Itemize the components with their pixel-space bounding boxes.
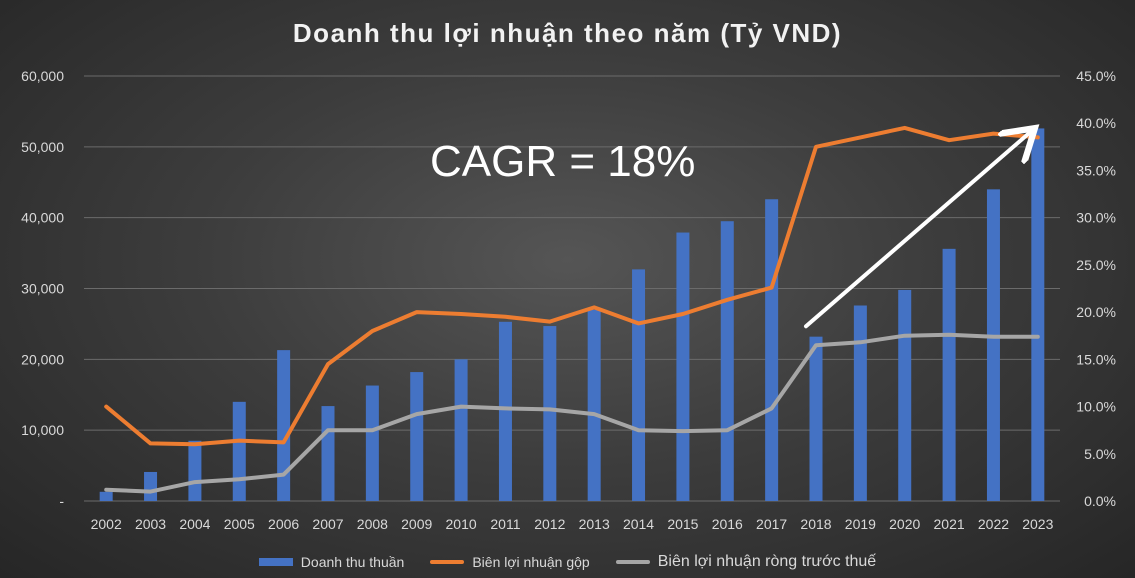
axes: - 10,000 20,000 30,000 40,000 50,000 60,000 0.0… — [21, 68, 1116, 532]
net-margin-line — [104, 332, 1040, 494]
x-axis-tick-label: 2014 — [623, 516, 654, 532]
right-axis-tick-label: 5.0% — [1084, 446, 1116, 462]
left-axis-tick-label: 40,000 — [21, 210, 64, 226]
x-axis-tick-label: 2011 — [490, 516, 520, 532]
legend-label-gross-margin: Biên lợi nhuận gộp — [472, 554, 590, 570]
legend-label-revenue: Doanh thu thuần — [300, 554, 405, 570]
right-axis-tick-label: 15.0% — [1076, 351, 1116, 367]
revenue-bar — [188, 440, 202, 501]
x-axis-tick-label: 2016 — [712, 516, 743, 532]
revenue-bar — [765, 199, 779, 501]
revenue-bar — [498, 321, 512, 501]
right-axis-tick-label: 25.0% — [1076, 257, 1116, 273]
right-axis-tick-label: 20.0% — [1076, 304, 1116, 320]
legend-item-revenue: Doanh thu thuần — [258, 554, 405, 570]
revenue-bar — [543, 326, 557, 501]
right-axis-tick-label: 35.0% — [1076, 162, 1116, 178]
revenue-bar — [321, 406, 335, 501]
legend-item-net-margin: Biên lợi nhuận ròng trước thuế — [615, 553, 877, 571]
x-axis-tick-label: 2002 — [91, 516, 122, 532]
x-axis-tick-label: 2006 — [268, 516, 299, 532]
left-axis-tick-label: 50,000 — [21, 139, 64, 155]
annotation: CAGR = 18% — [430, 131, 1032, 329]
revenue-bar — [676, 232, 690, 501]
legend-swatch-revenue — [258, 558, 293, 566]
cagr-label: CAGR = 18% — [430, 137, 695, 186]
x-axis-tick-label: 2015 — [667, 516, 698, 532]
left-axis-tick-label: 60,000 — [21, 68, 64, 84]
x-axis-tick-label: 2019 — [845, 516, 876, 532]
x-axis-tick-label: 2009 — [401, 516, 432, 532]
gross-margin-line — [104, 125, 1040, 447]
x-axis-tick-label: 2022 — [978, 516, 1009, 532]
x-axis-tick-label: 2010 — [446, 516, 477, 532]
left-axis-tick-label: 20,000 — [21, 351, 64, 367]
right-axis-tick-label: 0.0% — [1084, 493, 1116, 509]
legend-label-net-margin: Biên lợi nhuận ròng trước thuế — [657, 553, 877, 570]
right-axis-tick-label: 10.0% — [1076, 399, 1116, 415]
gridlines — [84, 75, 1060, 502]
revenue-bar — [1031, 128, 1045, 501]
chart-title: Doanh thu lợi nhuận theo năm (Tỷ VND) — [292, 18, 843, 48]
x-axis-tick-label: 2007 — [312, 516, 343, 532]
revenue-bar — [809, 336, 823, 501]
x-axis-tick-label: 2013 — [579, 516, 610, 532]
x-axis-tick-label: 2023 — [1022, 516, 1053, 532]
revenue-bar — [144, 471, 158, 501]
revenue-bar — [942, 248, 956, 501]
revenue-bar — [898, 289, 912, 501]
revenue-bar — [720, 221, 734, 502]
right-axis-tick-label: 40.0% — [1076, 115, 1116, 131]
left-axis-tick-label: - — [59, 493, 64, 509]
cagr-arrow — [804, 131, 1032, 329]
revenue-bar — [632, 269, 646, 501]
revenue-bar — [365, 385, 379, 501]
revenue-bar — [410, 372, 424, 501]
x-axis-tick-label: 2012 — [534, 516, 565, 532]
revenue-bar — [99, 491, 113, 501]
x-axis-tick-label: 2008 — [357, 516, 388, 532]
revenue-bar — [454, 359, 468, 501]
x-axis-tick-label: 2020 — [889, 516, 920, 532]
x-axis-tick-label: 2017 — [756, 516, 787, 532]
revenue-bar — [853, 305, 867, 501]
x-axis-tick-label: 2018 — [800, 516, 831, 532]
revenue-bar — [232, 401, 246, 501]
revenue-bar — [587, 309, 601, 501]
legend-item-gross-margin: Biên lợi nhuận gộp — [430, 554, 590, 570]
x-axis-tick-label: 2003 — [135, 516, 166, 532]
left-axis-tick-label: 10,000 — [21, 422, 64, 438]
legend-swatch-gross-margin — [430, 560, 465, 564]
x-axis-tick-label: 2021 — [934, 516, 965, 532]
chart-legend: Doanh thu thuần Biên lợi nhuận gộp Biên … — [0, 550, 1135, 574]
legend-swatch-net-margin — [615, 560, 650, 564]
left-axis-tick-label: 30,000 — [21, 281, 64, 297]
right-axis-tick-label: 45.0% — [1076, 68, 1116, 84]
revenue-bar — [277, 350, 291, 501]
revenue-bar — [986, 189, 1000, 502]
margin-lines — [104, 125, 1040, 494]
revenue-bars — [99, 128, 1045, 502]
x-axis-tick-label: 2005 — [224, 516, 255, 532]
x-axis-tick-label: 2004 — [179, 516, 210, 532]
right-axis-tick-label: 30.0% — [1076, 210, 1116, 226]
